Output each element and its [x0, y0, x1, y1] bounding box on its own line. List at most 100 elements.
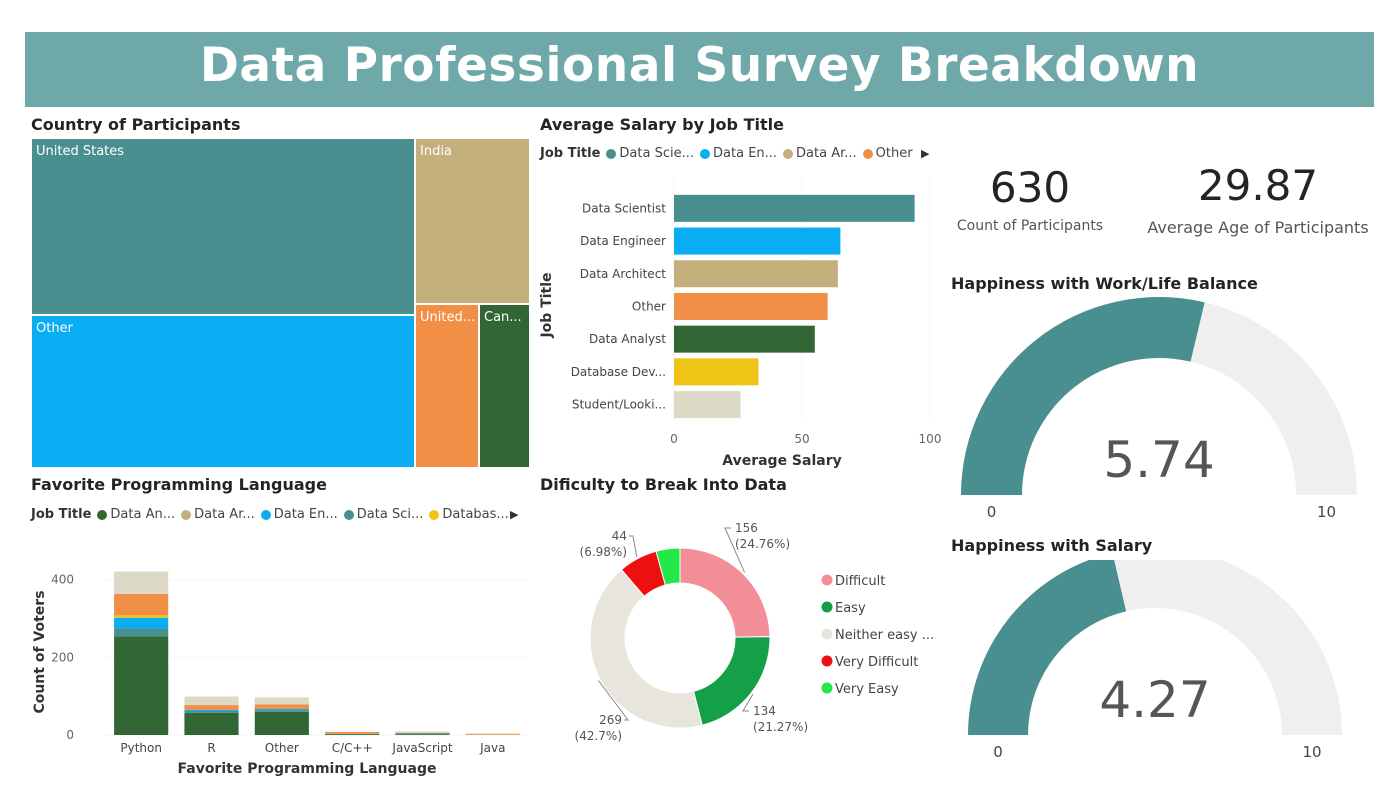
legend-item[interactable]: Data Sci...: [343, 507, 424, 522]
gauge-value-label: 5.74: [1103, 431, 1214, 489]
donut-slice: [589, 568, 703, 729]
legend-next-arrow-icon[interactable]: ▶: [510, 508, 519, 521]
treemap-cell-india[interactable]: India: [415, 138, 530, 304]
x-category-label: Python: [120, 741, 162, 755]
legend-label: Databas...: [442, 507, 509, 522]
treemap-cell-united-kingdom[interactable]: United...: [415, 304, 479, 468]
leader-line: [742, 693, 754, 712]
slice-value-label: 134: [753, 704, 776, 718]
y-category-label: Data Architect: [580, 267, 667, 281]
slice-percent-label: (6.98%): [580, 545, 627, 559]
worklife-gauge: 5.74 0 10: [961, 296, 1357, 521]
treemap-cell-canada[interactable]: Can...: [479, 304, 530, 468]
salary-bar: [674, 194, 915, 222]
legend-title: Job Title: [31, 507, 92, 522]
legend-dot-icon: [606, 148, 617, 159]
stacked-bar-segment: [114, 617, 169, 629]
language-stacked-bar-chart: 0 200 400 Python R Other C/C++ JavaScript Java Fa…: [32, 571, 528, 777]
stacked-bar-segment: [114, 628, 169, 637]
legend-item[interactable]: Data En...: [260, 507, 338, 522]
legend-dot-icon: [343, 509, 354, 520]
title-banner: Data Professional Survey Breakdown: [25, 32, 1374, 107]
y-tick-label: 0: [66, 728, 74, 742]
stacked-bar-segment: [114, 571, 169, 595]
stacked-bar-segment: [254, 711, 309, 735]
legend-dot-icon: [429, 509, 440, 520]
legend-title: Job Title: [540, 146, 601, 161]
stacked-bar-segment: [184, 709, 239, 711]
y-axis-title: Job Title: [539, 272, 555, 338]
legend-item[interactable]: Data En...: [700, 146, 777, 161]
legend-label: Very Easy: [835, 682, 899, 697]
legend-dot-icon: [862, 148, 873, 159]
legend-dot-icon: [181, 509, 192, 520]
stacked-bar-segment: [395, 734, 450, 736]
x-tick-label: 100: [919, 432, 942, 446]
x-category-label: Java: [479, 741, 505, 755]
legend-label: Data Sci...: [356, 507, 424, 522]
treemap-cell-other[interactable]: Other: [31, 315, 415, 468]
x-tick-label: 0: [670, 432, 678, 446]
legend-next-arrow-icon[interactable]: ▶: [921, 147, 930, 160]
legend-item[interactable]: Other: [862, 146, 913, 161]
stacked-bar-segment: [325, 731, 380, 734]
legend-item[interactable]: Data Ar...: [783, 146, 857, 161]
salary-chart-title: Average Salary by Job Title: [540, 115, 784, 134]
gauge-min-label: 0: [993, 743, 1003, 761]
salary-gauge: 4.27 0 10: [968, 560, 1342, 761]
x-category-label: C/C++: [332, 741, 373, 755]
salary-legend: Job Title Data Scie... Data En... Data A…: [540, 146, 919, 161]
stacked-bar-segment: [184, 696, 239, 706]
x-axis-title: Favorite Programming Language: [178, 761, 437, 777]
average-age-label: Average Age of Participants: [1147, 218, 1369, 237]
leader-line: [724, 527, 746, 573]
x-axis-title: Average Salary: [722, 453, 842, 469]
leader-line: [597, 680, 629, 721]
legend-label: Data Ar...: [796, 146, 857, 161]
legend-dot-icon: [821, 601, 833, 613]
language-legend: Job Title Data An... Data Ar... Data En.…: [31, 507, 515, 522]
stacked-bar-segment: [325, 733, 380, 735]
salary-bar: [674, 358, 759, 386]
country-treemap: United States Other India United... Can.…: [31, 138, 530, 468]
legend-label: Difficult: [835, 574, 885, 589]
slice-value-label: 156: [735, 521, 758, 535]
gauge-fill: [961, 296, 1205, 495]
legend-item[interactable]: Data An...: [97, 507, 175, 522]
legend-item[interactable]: Data Scie...: [606, 146, 694, 161]
difficulty-donut-chart: 156 (24.76%) 134 (21.27%) 269 (42.7%) 44 (6.98%…: [575, 521, 935, 743]
gauge-max-label: 10: [1317, 503, 1336, 521]
legend-item[interactable]: Databas...: [429, 507, 509, 522]
treemap-title: Country of Participants: [31, 115, 241, 134]
legend-dot-icon: [821, 682, 833, 694]
legend-label: Very Difficult: [835, 655, 918, 670]
legend-item[interactable]: Data Ar...: [181, 507, 255, 522]
y-category-label: Student/Looki...: [572, 398, 666, 412]
legend-dot-icon: [260, 509, 271, 520]
slice-percent-label: (24.76%): [735, 537, 790, 551]
legend-dot-icon: [821, 574, 833, 586]
stacked-bar-segment: [254, 710, 309, 712]
treemap-label: India: [420, 144, 452, 159]
y-tick-label: 400: [51, 573, 74, 587]
difficulty-chart-title: Dificulty to Break Into Data: [540, 475, 787, 494]
salary-bar: [674, 260, 838, 288]
leader-line: [629, 535, 638, 557]
legend-label: Other: [875, 146, 913, 161]
slice-percent-label: (21.27%): [753, 720, 808, 734]
stacked-bar-segment: [254, 708, 309, 711]
treemap-cell-united-states[interactable]: United States: [31, 138, 415, 315]
average-age-value: 29.87: [1197, 161, 1319, 210]
gauge-fill: [968, 560, 1127, 735]
page-title: Data Professional Survey Breakdown: [199, 38, 1200, 93]
stacked-bar-segment: [114, 594, 169, 616]
legend-dot-icon: [821, 655, 833, 667]
slice-value-label: 44: [612, 529, 627, 543]
treemap-label: United States: [36, 144, 125, 159]
salary-bar: [674, 325, 815, 353]
participant-count-label: Count of Participants: [956, 218, 1104, 234]
y-category-label: Data Analyst: [589, 332, 666, 346]
stacked-bar-segment: [465, 733, 520, 735]
legend-dot-icon: [783, 148, 794, 159]
legend-label: Easy: [835, 601, 866, 616]
